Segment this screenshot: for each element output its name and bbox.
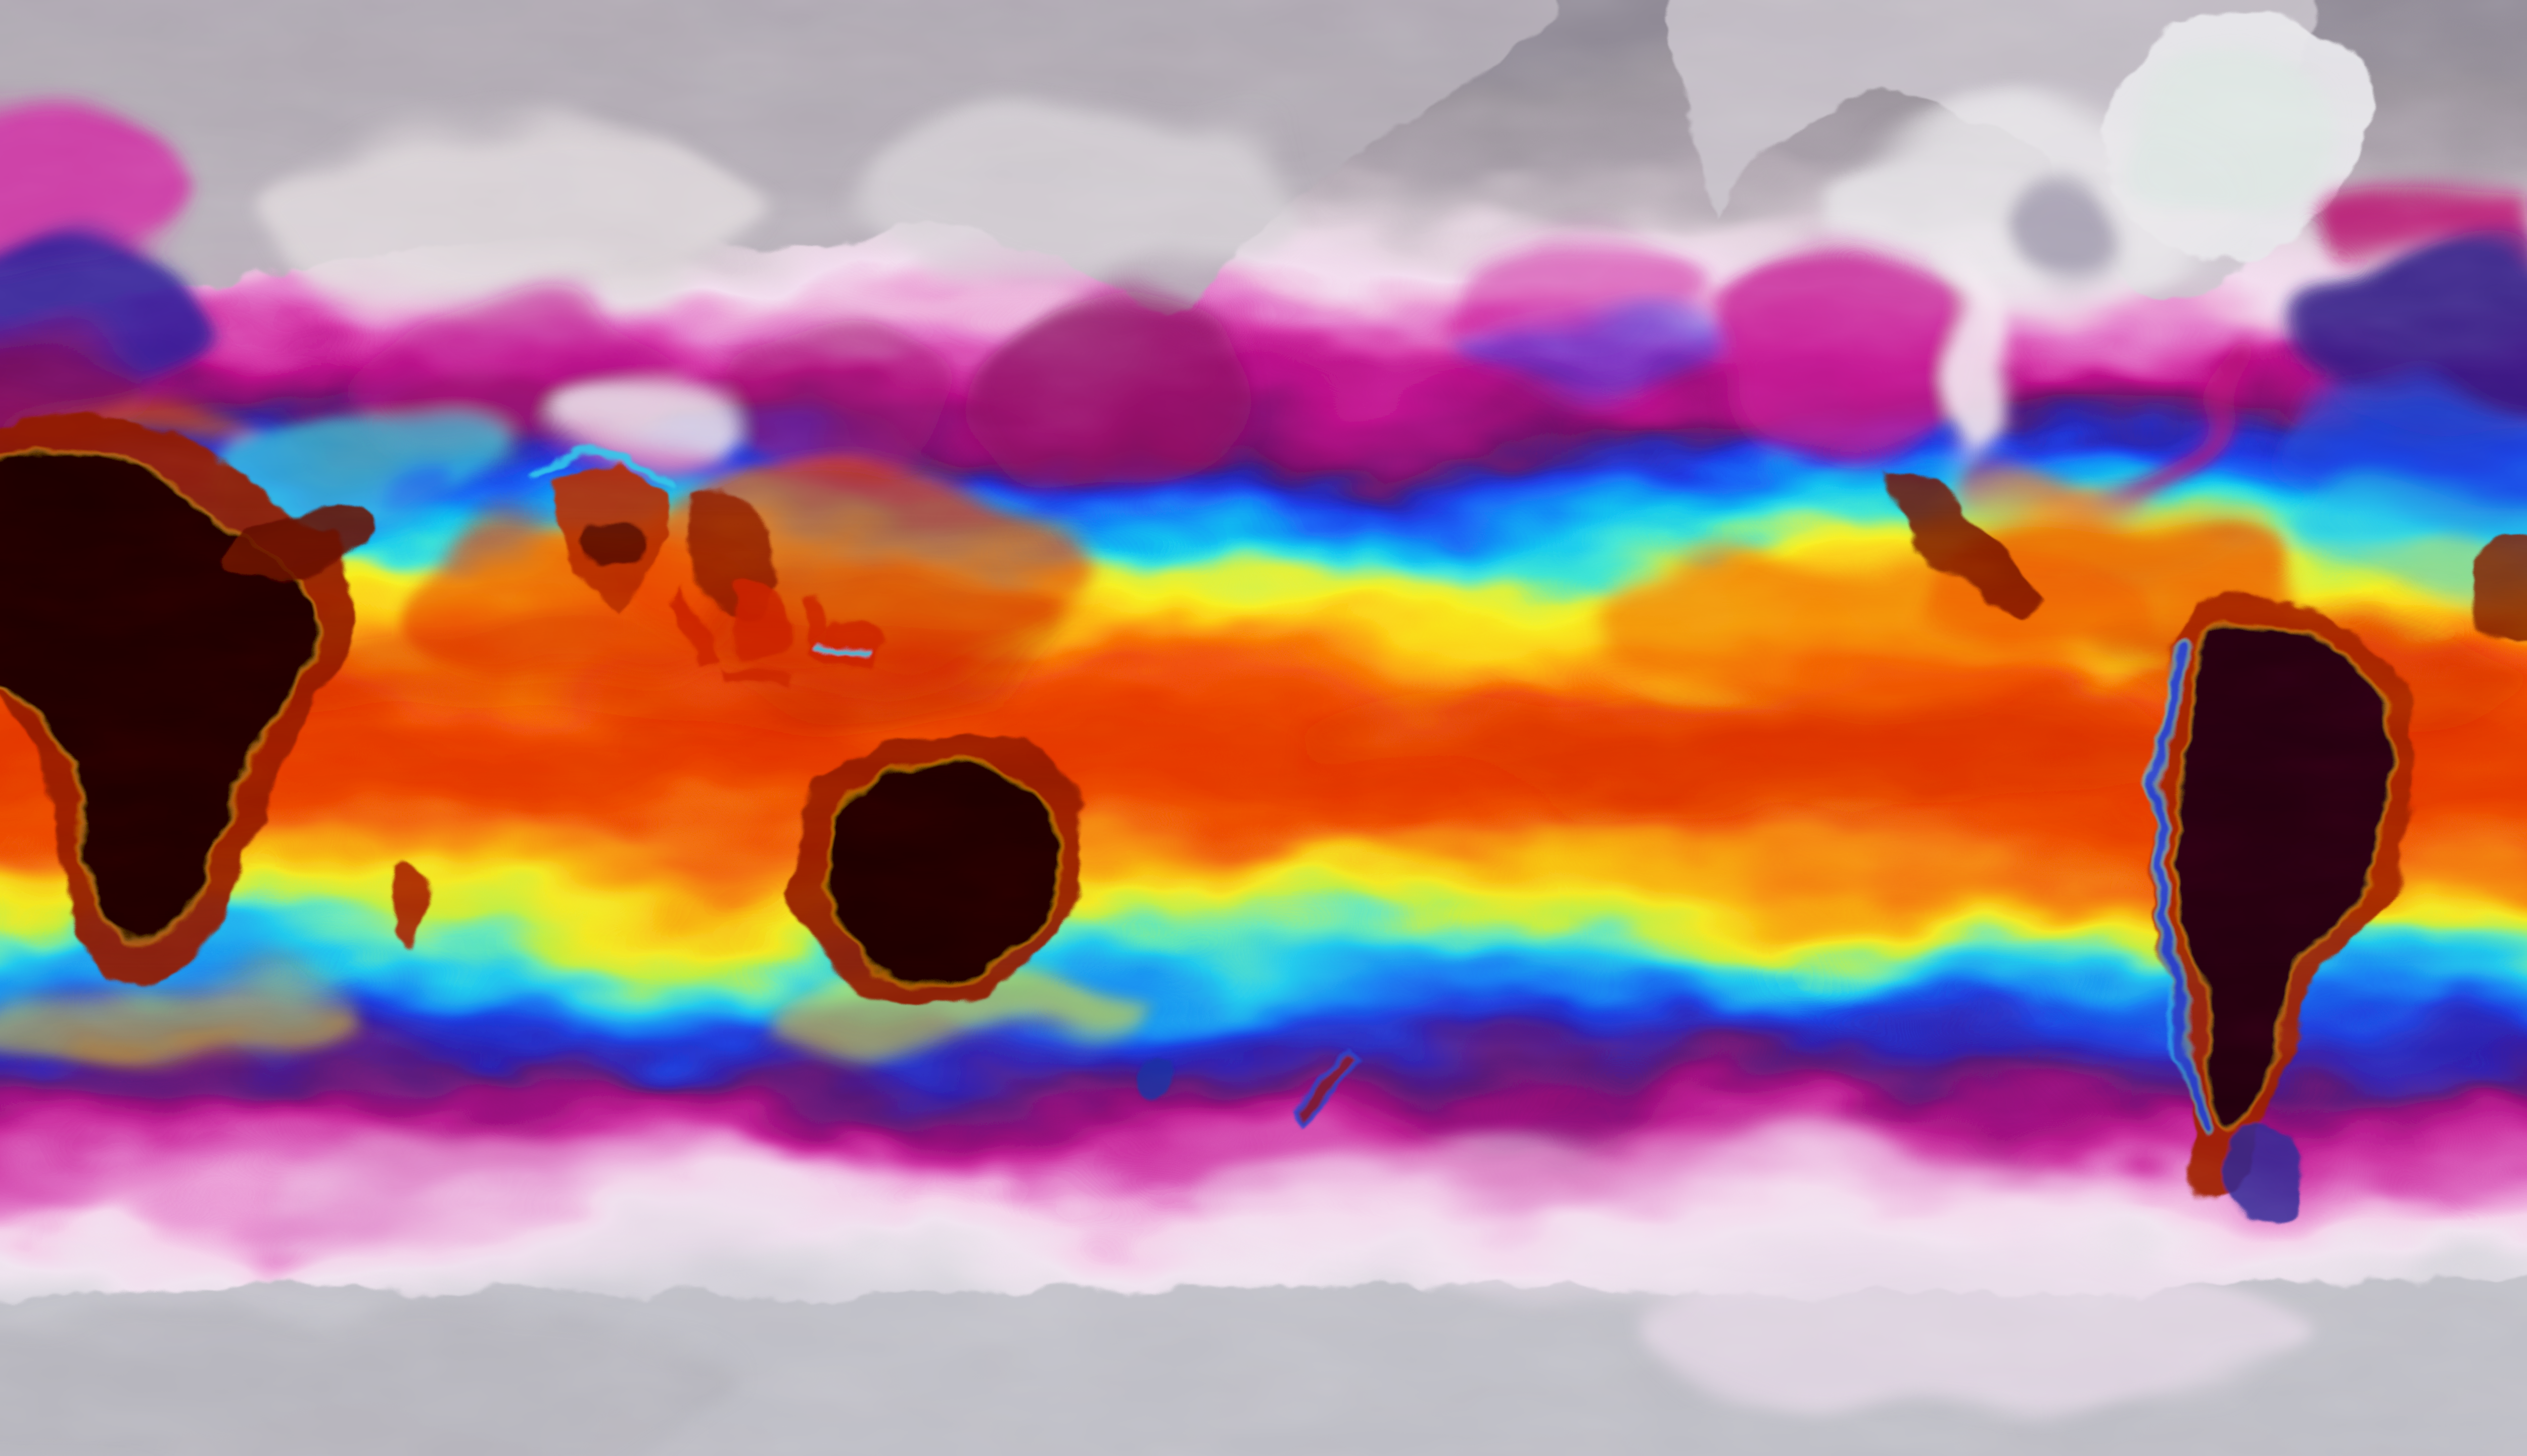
world-temperature-field-svg <box>0 0 2527 1456</box>
texture-equatorial-streaks <box>0 505 2527 970</box>
global-temperature-map <box>0 0 2527 1456</box>
